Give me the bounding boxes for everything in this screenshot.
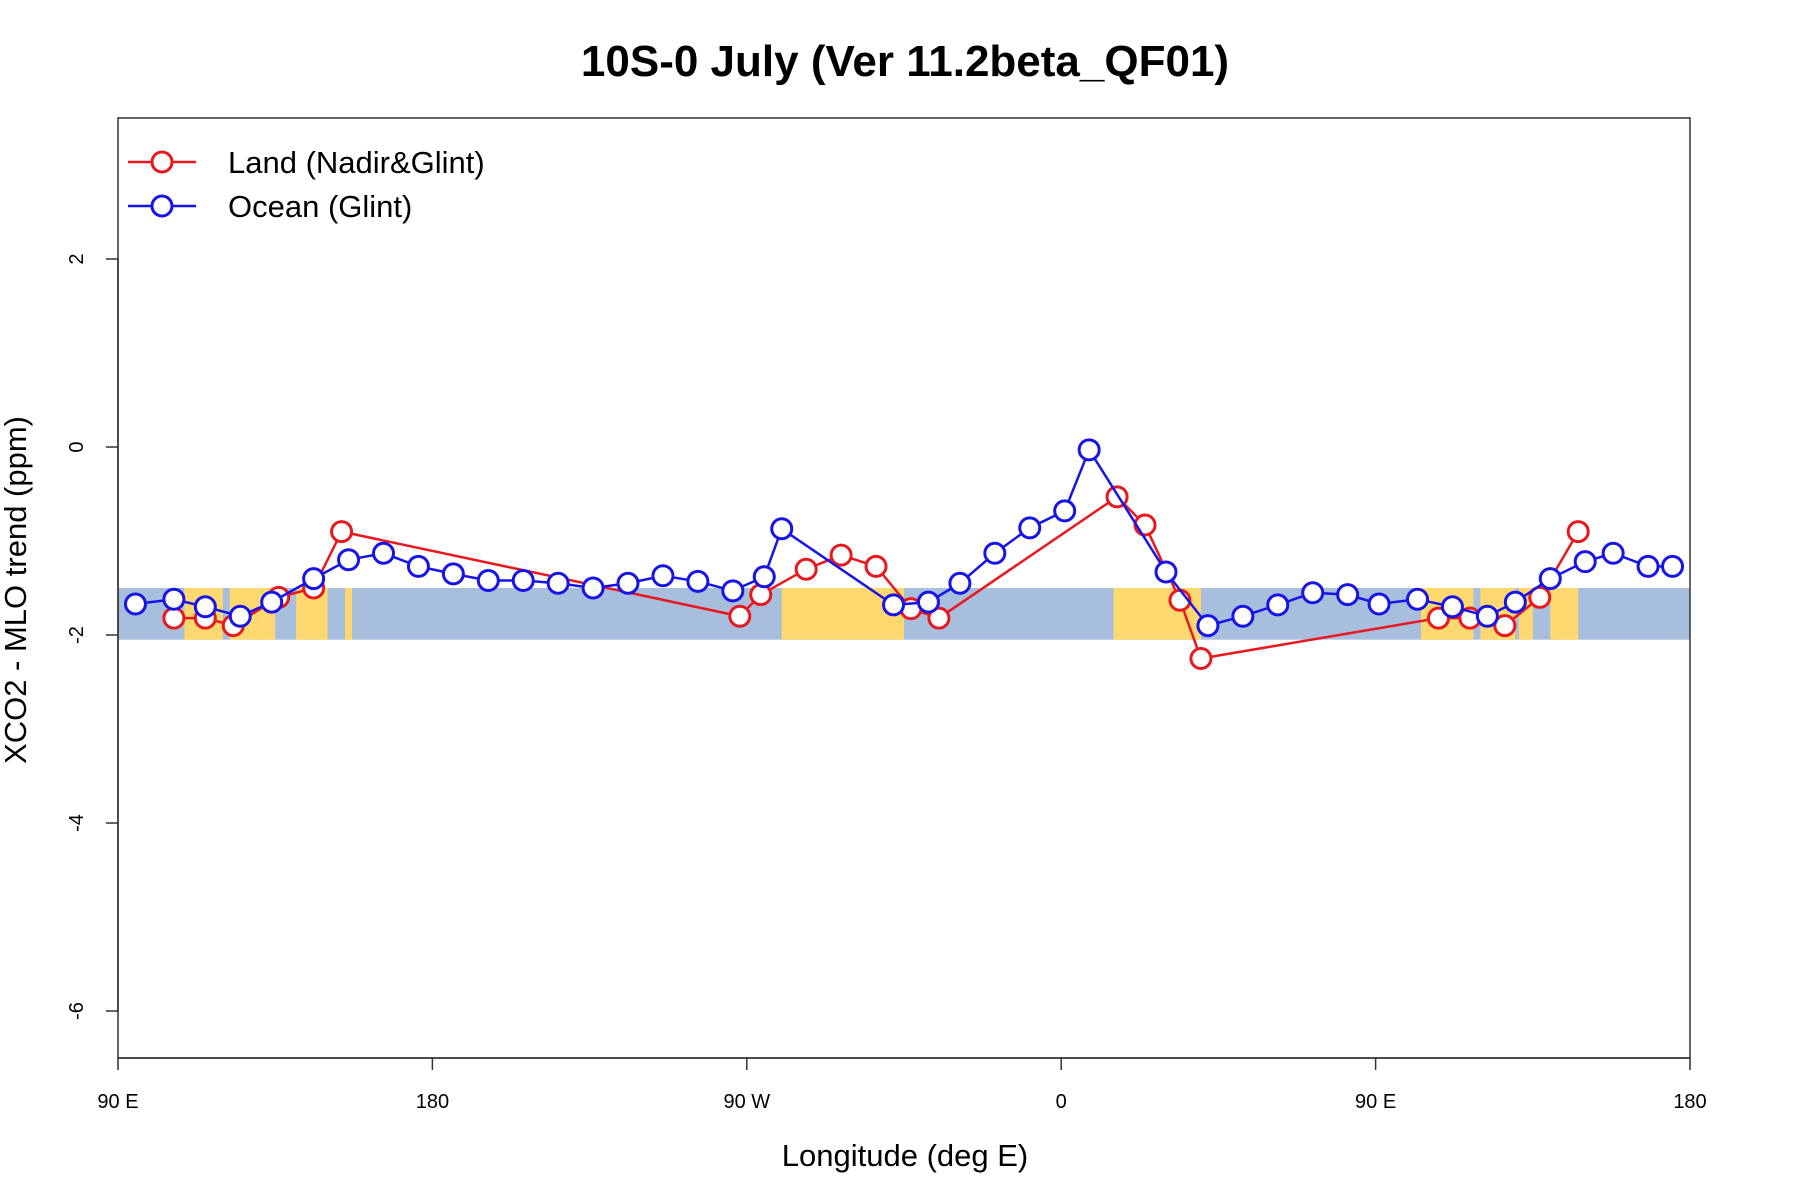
data-point <box>728 604 752 628</box>
y-tick-label: 2 <box>66 253 88 264</box>
y-axis: 2 0 -2 -4 -6 <box>66 253 119 1020</box>
data-point <box>1196 614 1220 638</box>
data-point <box>162 606 186 630</box>
legend: Land (Nadir&Glint) Ocean (Glint) <box>128 145 485 224</box>
data-point <box>770 517 794 541</box>
data-point <box>1440 595 1464 619</box>
data-point <box>371 541 395 565</box>
y-axis-label: XCO2 - MLO trend (ppm) <box>0 416 33 764</box>
data-point <box>1503 590 1527 614</box>
legend-label: Ocean (Glint) <box>228 189 412 224</box>
data-point <box>1367 592 1391 616</box>
data-point <box>123 592 147 616</box>
data-point <box>864 554 888 578</box>
data-point <box>581 576 605 600</box>
x-tick-label: 90 W <box>723 1091 770 1113</box>
data-point <box>927 606 951 630</box>
legend-item: Land (Nadir&Glint) <box>128 145 485 180</box>
y-tick-label: -6 <box>66 1002 88 1020</box>
data-point <box>1133 513 1157 537</box>
land-patch <box>184 588 195 640</box>
x-axis-label: Longitude (deg E) <box>782 1138 1028 1173</box>
data-point <box>546 571 570 595</box>
legend-marker <box>150 194 174 218</box>
data-point <box>162 587 186 611</box>
data-point <box>1573 550 1597 574</box>
data-point <box>686 569 710 593</box>
data-point <box>651 564 675 588</box>
data-point <box>983 541 1007 565</box>
data-point <box>228 604 252 628</box>
data-point <box>1018 516 1042 540</box>
data-point <box>1661 554 1685 578</box>
data-point <box>1528 585 1552 609</box>
series-land <box>162 485 1590 670</box>
chart-title: 10S-0 July (Ver 11.2beta_QF01) <box>581 37 1229 86</box>
data-point <box>1538 567 1562 591</box>
y-tick-label: -2 <box>66 626 88 644</box>
data-point <box>794 557 818 581</box>
x-tick-label: 180 <box>416 1091 449 1113</box>
y-tick-label: 0 <box>66 441 88 452</box>
x-tick-label: 90 E <box>1355 1091 1396 1113</box>
legend-item: Ocean (Glint) <box>128 189 412 224</box>
data-point <box>721 579 745 603</box>
land-patch <box>1550 588 1579 640</box>
data-point <box>1475 604 1499 628</box>
data-point <box>1077 438 1101 462</box>
data-point <box>1636 554 1660 578</box>
data-point <box>476 568 500 592</box>
data-point <box>193 595 217 619</box>
x-axis: 90 E 180 90 W 0 90 E 180 <box>97 1057 1707 1113</box>
data-point <box>1336 583 1360 607</box>
data-point <box>752 565 776 589</box>
land-patch <box>345 588 353 640</box>
data-point <box>511 568 535 592</box>
y-tick-label: -4 <box>66 814 88 832</box>
data-point <box>1601 541 1625 565</box>
data-point <box>1493 614 1517 638</box>
data-point <box>1189 647 1213 670</box>
x-tick-label: 0 <box>1056 1091 1067 1113</box>
data-point <box>260 590 284 614</box>
data-point <box>406 554 430 578</box>
data-point <box>1231 604 1255 628</box>
land-patch <box>781 588 904 640</box>
x-tick-label: 90 E <box>97 1091 138 1113</box>
x-tick-label: 180 <box>1673 1091 1706 1113</box>
data-point <box>1301 581 1325 605</box>
legend-label: Land (Nadir&Glint) <box>228 145 485 180</box>
data-point <box>1266 593 1290 617</box>
legend-marker <box>150 150 174 174</box>
data-point <box>616 571 640 595</box>
series-ocean <box>123 438 1685 638</box>
data-point <box>829 543 853 567</box>
series-layer <box>123 438 1685 670</box>
data-point <box>302 567 326 591</box>
data-point <box>1154 560 1178 584</box>
data-point <box>916 590 940 614</box>
data-point <box>948 571 972 595</box>
data-point <box>330 520 354 544</box>
data-point <box>441 562 465 586</box>
data-point <box>1566 520 1590 544</box>
data-point <box>1406 587 1430 611</box>
data-point <box>337 548 361 572</box>
data-point <box>882 593 906 617</box>
data-point <box>1053 499 1077 523</box>
